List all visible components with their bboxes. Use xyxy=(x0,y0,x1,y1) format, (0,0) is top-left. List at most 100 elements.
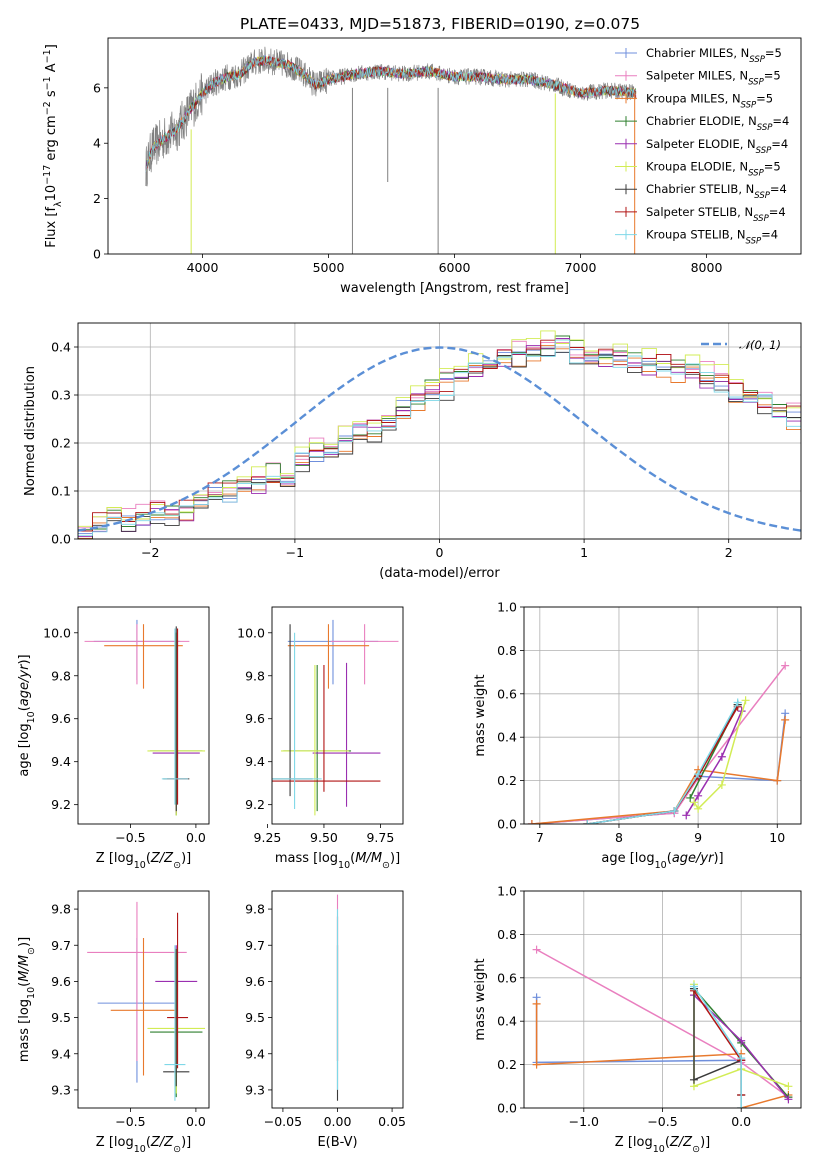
weight-line-kroupa-stelib xyxy=(693,986,742,1108)
label-part: −2 xyxy=(42,101,53,115)
y-tick-label: 0.8 xyxy=(497,643,517,658)
gaussian-curve xyxy=(78,346,801,532)
panel-age-vs-Z: −0.5 0.09.29.49.69.810.0Z [log10(Z/Z⊙)]ag… xyxy=(17,606,210,871)
legend-label: Salpeter ELODIE, NSSP=4 xyxy=(646,137,788,156)
weight-point xyxy=(583,820,592,824)
figure-title: PLATE=0433, MJD=51873, FIBERID=0190, z=0… xyxy=(240,15,640,33)
y-tick-label: 0.4 xyxy=(497,1014,517,1029)
weight-line-kroupa-elodie xyxy=(693,700,747,811)
x-tick-label: 9.50 xyxy=(310,830,338,845)
x-tick-label: 6000 xyxy=(439,260,471,275)
y-tick-label: 9.2 xyxy=(245,797,265,812)
y-tick-label: 9.8 xyxy=(51,668,71,683)
legend-sub: SSP xyxy=(746,237,762,247)
weight-point xyxy=(741,696,750,705)
x-tick-label: −0.5 xyxy=(647,1114,677,1129)
legend-sub: SSP xyxy=(741,100,757,110)
weight-point xyxy=(784,1095,793,1104)
label-part: λ xyxy=(53,201,64,207)
weight-point xyxy=(689,1075,698,1084)
weight-point xyxy=(694,770,703,779)
x-tick-label: 0 xyxy=(436,545,444,560)
panel-age-vs-mass: 9.25 9.50 9.75 9.2 9.4 9.6 9.8 10.0 mass [log10(… xyxy=(237,606,404,871)
plot-area xyxy=(272,619,399,816)
label-part: M/M xyxy=(17,955,32,982)
label-part: mass [log xyxy=(275,851,338,866)
panel-mass-vs-EBV: −0.05 0.00 0.05 9.3 9.4 9.5 9.6 9.7 9.8 E(B-V) xyxy=(245,890,406,1150)
y-tick-label: 9.5 xyxy=(51,1010,71,1025)
plot-area xyxy=(145,46,637,254)
label-part: −1 xyxy=(42,76,53,90)
label-part: 10 xyxy=(44,185,59,202)
y-tick-label: 9.6 xyxy=(245,974,265,989)
label-part: Z/Z xyxy=(150,851,174,866)
y-tick-label: 1.0 xyxy=(497,884,517,899)
panel-residuals: −2 −1 0 1 2 0.0 0.1 0.2 0.3 0.4 𝒩(0, 1) (data-model… xyxy=(23,322,802,581)
weight-point xyxy=(784,1082,793,1091)
label-part: )] xyxy=(700,1135,710,1150)
y-tick-label: 0.0 xyxy=(51,532,71,547)
label-part: wavelength [Angstrom, rest frame] xyxy=(340,281,569,296)
weight-line-salpeter-stelib xyxy=(693,990,742,1095)
legend-text: =4 xyxy=(770,182,787,196)
plot-area xyxy=(87,901,206,1101)
label-part: ⊙ xyxy=(26,947,37,955)
plot-area xyxy=(527,661,790,824)
axes-frame xyxy=(271,606,404,825)
legend-sub: SSP xyxy=(748,78,764,88)
y-tick-label: 2 xyxy=(93,191,101,206)
label-part: mass weight xyxy=(473,958,488,1040)
weight-point xyxy=(694,791,703,800)
label-part: 10 xyxy=(26,987,37,999)
legend-label: Chabrier ELODIE, NSSP=4 xyxy=(646,114,789,133)
legend-text: =5 xyxy=(764,160,781,174)
y-tick-label: 4 xyxy=(93,136,101,151)
axes-frame xyxy=(77,606,210,825)
y-tick-label: 0 xyxy=(93,247,101,262)
histogram-salpeter-stelib xyxy=(78,339,801,532)
histogram-kroupa-stelib xyxy=(78,339,801,536)
label-part: erg cm xyxy=(44,115,59,164)
x-axis-label: wavelength [Angstrom, rest frame] xyxy=(340,281,569,296)
label-part: )] xyxy=(713,851,723,866)
y-tick-label: 9.4 xyxy=(245,754,265,769)
weight-point xyxy=(737,1054,746,1063)
weight-point xyxy=(670,806,679,815)
legend-text: Salpeter MILES, N xyxy=(646,69,748,83)
axes-frame xyxy=(523,606,802,825)
weight-point xyxy=(781,715,790,724)
y-tick-label: 0.4 xyxy=(497,730,517,745)
y-tick-label: 1.0 xyxy=(497,600,517,615)
label-part: ( xyxy=(146,851,151,866)
panel-weight-vs-Z: −1.0 −0.5 0.0 0.0 0.2 0.4 0.6 0.8 1.0 Z [log10(Z/… xyxy=(473,884,802,1155)
label-part: ( xyxy=(17,706,32,711)
y-tick-label: 9.4 xyxy=(51,754,71,769)
label-part: Z [log xyxy=(615,1135,653,1150)
label-part: Z [log xyxy=(96,851,134,866)
y-tick-label: 0.0 xyxy=(497,817,517,832)
legend-gaussian-label: 𝒩(0, 1) xyxy=(739,338,781,352)
weight-point xyxy=(689,982,698,991)
legend-text: Salpeter ELODIE, N xyxy=(646,137,756,151)
legend-label: Kroupa ELODIE, NSSP=5 xyxy=(646,160,781,179)
weight-point xyxy=(690,798,699,807)
label-part: Z/Z xyxy=(669,1135,693,1150)
y-axis-label: Normed distribution xyxy=(23,366,38,496)
label-part: )] xyxy=(17,937,32,947)
axes-frame xyxy=(107,37,802,255)
y-tick-label: 9.4 xyxy=(245,1046,265,1061)
label-part: (data-model)/error xyxy=(379,566,500,581)
label-part: age/yr xyxy=(672,851,715,866)
x-tick-label: 0.0 xyxy=(731,1114,751,1129)
label-part: ( xyxy=(350,851,355,866)
label-part: E(B-V) xyxy=(317,1135,357,1150)
y-tick-label: 9.5 xyxy=(245,1010,265,1025)
legend-sub: SSP xyxy=(753,214,769,224)
label-part: A xyxy=(44,63,59,76)
label-part: 10 xyxy=(134,1144,146,1155)
legend-text: Kroupa MILES, N xyxy=(646,91,741,105)
y-tick-label: 0.3 xyxy=(51,388,71,403)
x-tick-label: 8 xyxy=(615,830,623,845)
weight-line-chabrier-stelib xyxy=(693,988,742,1095)
x-tick-label: −2 xyxy=(141,545,159,560)
